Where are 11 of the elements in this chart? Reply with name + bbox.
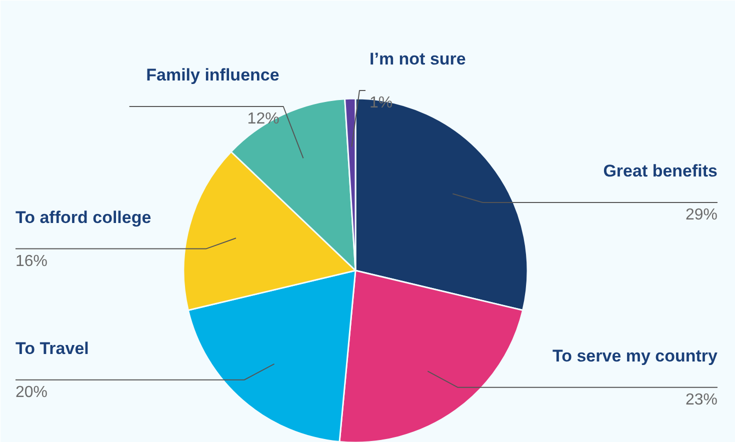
slice-label: I’m not sure [370,50,466,68]
slice-label: Family influence [146,66,280,84]
data-label: 29% [685,206,718,224]
slice-label: To serve my country [552,346,718,366]
data-label: 23% [685,391,718,408]
slice-label: To Travel [16,338,89,358]
slice-label: Great benefits [603,162,718,181]
data-label: 16% [16,252,48,270]
data-label: 20% [16,384,48,401]
slice-label: To afford college [16,208,152,227]
data-label: 12% [247,110,280,128]
